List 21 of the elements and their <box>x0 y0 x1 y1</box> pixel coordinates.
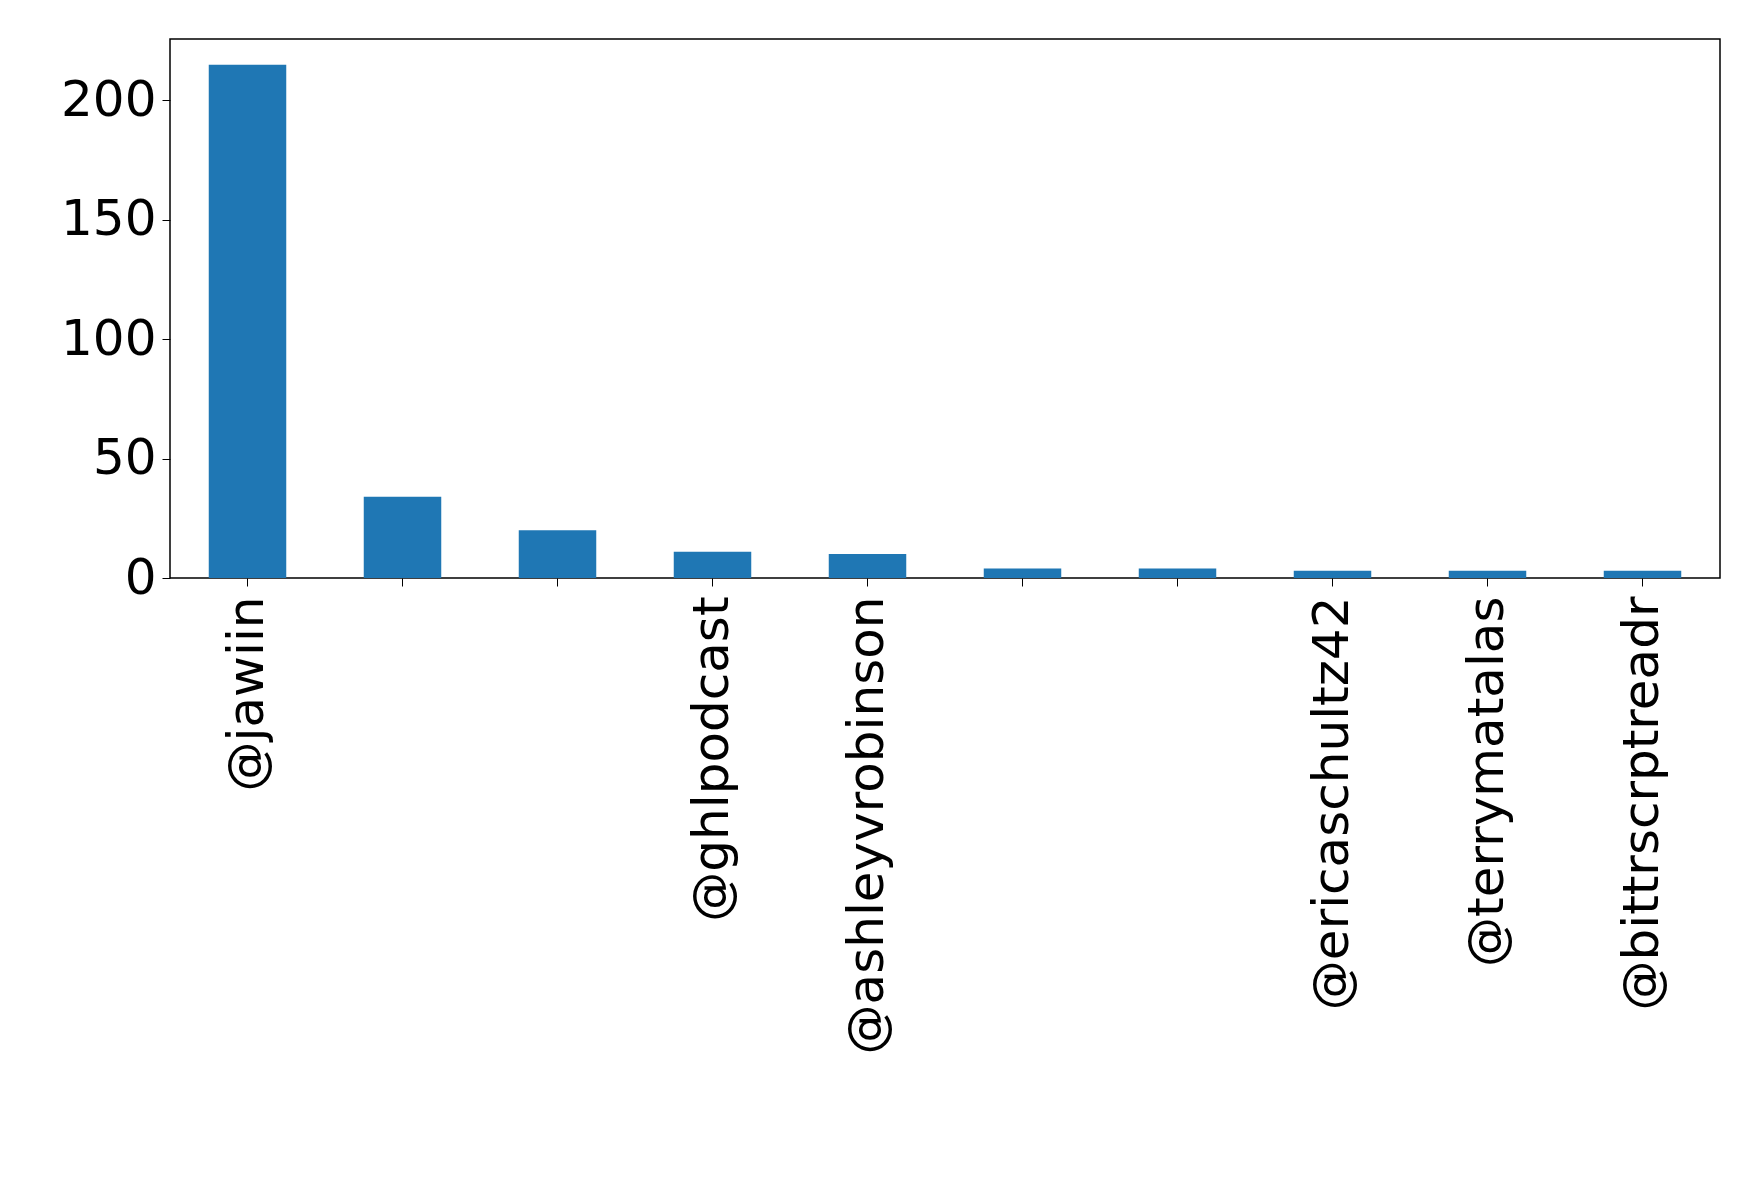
bar <box>673 551 752 578</box>
x-tick-label: @terrymatalas <box>1456 596 1515 967</box>
bar <box>518 530 597 578</box>
bar <box>1293 570 1372 578</box>
bar <box>1138 568 1217 578</box>
y-tick-label: 0 <box>124 547 157 606</box>
x-tick-label: @ericaschultz42 <box>1301 596 1360 1011</box>
bar <box>1448 570 1527 578</box>
bar <box>828 554 907 578</box>
bar <box>363 496 442 578</box>
y-tick-label: 200 <box>61 69 157 128</box>
bar <box>208 64 287 578</box>
bar <box>983 568 1062 578</box>
y-tick-label: 50 <box>92 428 157 487</box>
x-tick-label: @ashleyvrobinson <box>836 596 895 1055</box>
y-tick-label: 100 <box>61 308 157 367</box>
y-tick-label: 150 <box>61 189 157 248</box>
bar <box>1603 570 1682 578</box>
x-tick-label: @jawiin <box>216 596 275 792</box>
x-tick-label: @bittrscrptreadr <box>1611 596 1670 1011</box>
x-tick-label: @ghlpodcast <box>681 596 740 922</box>
